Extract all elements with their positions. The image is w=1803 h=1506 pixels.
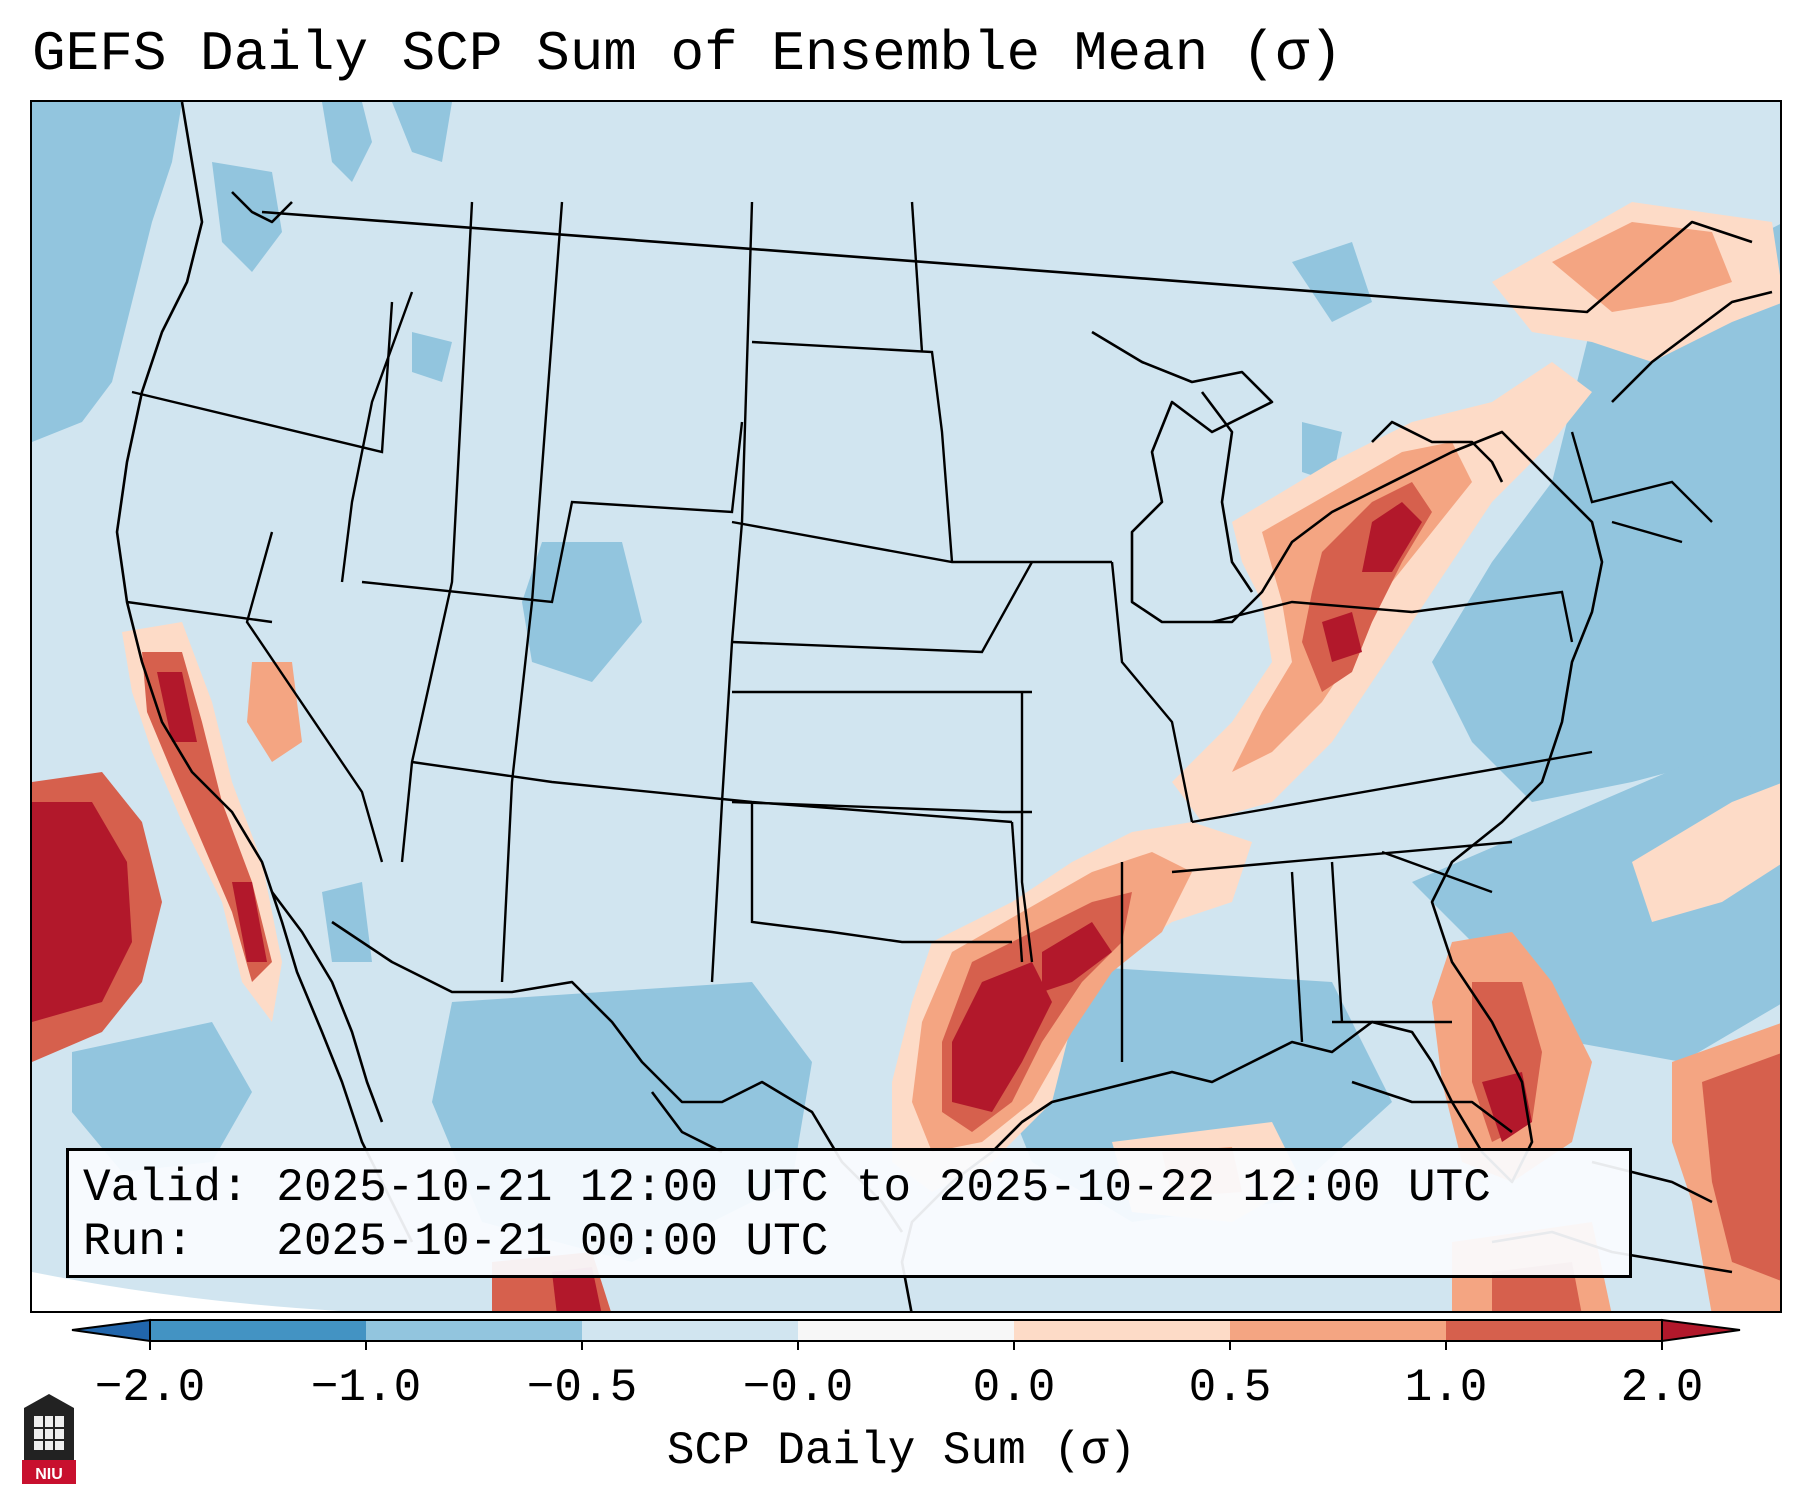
- state-border-ct-ri: [1611, 520, 1683, 544]
- colorbar-bin: [150, 1320, 366, 1341]
- maine-positive-mid: [1552, 222, 1732, 312]
- state-border-tn-ky-va: [1191, 750, 1593, 824]
- coastlines-and-borders: [115, 102, 1773, 1311]
- positive-max-patch: [1322, 612, 1362, 662]
- atlantic-negative-region-2: [1412, 723, 1780, 1062]
- negative-patch: [392, 102, 452, 162]
- colorbar-bin: [1230, 1320, 1446, 1341]
- state-border-nv: [245, 531, 384, 863]
- lake-michigan-shore: [1200, 391, 1254, 593]
- atlantic-positive-light: [1632, 783, 1780, 922]
- eastpac-negative-region: [72, 1022, 252, 1172]
- state-border-id-ut: [400, 201, 474, 863]
- state-border-ne-ia: [731, 520, 1112, 564]
- state-border-ms-al: [1290, 871, 1304, 1043]
- state-border-sc: [1381, 850, 1493, 894]
- state-border-la: [1010, 821, 1024, 963]
- colorado-negative-region: [522, 542, 642, 682]
- state-border-ok-tx: [750, 802, 1012, 944]
- texas-positive-max: [952, 962, 1052, 1112]
- canada-border: [261, 210, 1753, 314]
- state-border-nd-mn: [751, 340, 954, 563]
- colorbar-tick-label: −2.0: [94, 1362, 206, 1414]
- state-border-pa: [1411, 590, 1574, 643]
- negative-patch: [212, 162, 282, 272]
- colorbar-tick-label: −1.0: [310, 1362, 422, 1414]
- state-border-ut-az-nm: [411, 760, 1013, 824]
- map-panel[interactable]: [30, 100, 1782, 1313]
- colorbar-tick-label: −0.0: [742, 1362, 854, 1414]
- state-border-mt-wy: [361, 421, 744, 604]
- state-border-id: [340, 291, 414, 583]
- valid-run-info-box: Valid: 2025-10-21 12:00 UTC to 2025-10-2…: [66, 1148, 1632, 1278]
- sierra-positive-mid: [247, 662, 302, 762]
- colorbar-tick-label: 2.0: [1620, 1362, 1704, 1414]
- colorbar-ticks: [149, 1341, 1663, 1350]
- positive-max-patch: [1042, 922, 1112, 992]
- atlantic-negative-region: [1432, 224, 1780, 802]
- run-label: Run:: [83, 1216, 194, 1268]
- florida-positive-max: [1482, 1072, 1532, 1142]
- negative-patch: [322, 102, 372, 182]
- rio-grande: [650, 1091, 723, 1154]
- baja-negative-region: [322, 882, 372, 962]
- ohio-positive-max: [1362, 502, 1422, 572]
- negative-patch: [1292, 242, 1372, 322]
- colorbar-bin: [1014, 1320, 1230, 1341]
- state-border-wa-or-id: [131, 301, 394, 454]
- off-domain-area: [32, 1272, 341, 1311]
- colorbar-under-arrow: [71, 1318, 151, 1343]
- eastpac-positive-max: [32, 802, 132, 1022]
- caribbean-positive-high: [1702, 1053, 1780, 1281]
- state-border-oh: [1211, 600, 1413, 624]
- state-border-ny-ne: [1570, 431, 1713, 523]
- colorbar: [71, 1318, 1741, 1350]
- valid-label: Valid:: [83, 1162, 249, 1214]
- run-time: 2025-10-21 00:00 UTC: [276, 1216, 829, 1268]
- state-border-wy-co: [500, 201, 564, 983]
- state-border-mo-ar: [1020, 692, 1034, 963]
- state-border-tn-al-ga: [1171, 840, 1513, 874]
- state-border-sd-ne: [731, 561, 1034, 654]
- state-boundaries: [126, 201, 1713, 1062]
- pacific-coastline: [115, 102, 414, 1243]
- positive-max-patch: [232, 882, 267, 962]
- state-border-mn: [910, 201, 924, 353]
- mexico-positive-max: [552, 1267, 602, 1311]
- valid-time-range: 2025-10-21 12:00 UTC to 2025-10-22 12:00…: [276, 1162, 1491, 1214]
- baja-coast: [270, 891, 384, 1123]
- great-lakes-shore: [1091, 330, 1553, 624]
- state-border-al-ga: [1330, 861, 1344, 1023]
- state-border-il-in: [1110, 561, 1194, 823]
- colorbar-tick-label: 0.0: [972, 1362, 1056, 1414]
- new-england-coast: [1611, 290, 1773, 403]
- map-title: GEFS Daily SCP Sum of Ensemble Mean (σ): [32, 22, 1343, 86]
- colorbar-tick-label: −0.5: [526, 1362, 638, 1414]
- logo-text: NIU: [35, 1466, 63, 1483]
- niu-logo: NIU: [22, 1394, 76, 1484]
- colorbar-bin: [798, 1320, 1014, 1341]
- gulf-coast-detail: [1351, 1080, 1513, 1134]
- colorbar-bin: [1446, 1320, 1662, 1341]
- colorbar-tick-label: 0.5: [1188, 1362, 1272, 1414]
- colorbar-bin: [582, 1320, 798, 1341]
- map-canvas: [32, 102, 1780, 1311]
- colorbar-over-arrow: [1661, 1318, 1741, 1343]
- negative-patch: [412, 332, 452, 382]
- atlantic-gulf-coastline: [900, 481, 1604, 1311]
- pacific-negative-region: [32, 102, 182, 442]
- lake-erie-ontario-shore: [1371, 420, 1504, 483]
- colorbar-label: SCP Daily Sum (σ): [666, 1425, 1137, 1477]
- colorbar-tick-label: 1.0: [1404, 1362, 1488, 1414]
- puget-coast: [231, 191, 293, 224]
- colorbar-outline: [149, 1319, 1663, 1342]
- state-border-or-ca: [126, 600, 273, 624]
- colorbar-bin: [366, 1320, 582, 1341]
- california-positive-max: [157, 672, 197, 742]
